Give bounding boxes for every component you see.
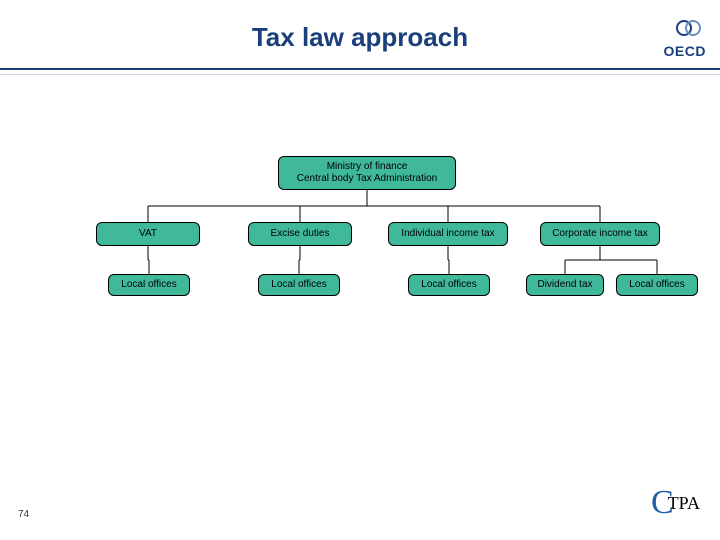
oecd-logo-icon <box>676 18 706 38</box>
org-node-vat_lo: Local offices <box>108 274 190 296</box>
org-chart-connectors <box>0 0 720 540</box>
oecd-logo-text: OECD <box>664 43 706 59</box>
org-node-vat: VAT <box>96 222 200 246</box>
org-node-excise: Excise duties <box>248 222 352 246</box>
org-node-cor_lo: Local offices <box>616 274 698 296</box>
tpa-logo-text: TPA <box>668 493 700 514</box>
title-divider-light <box>0 74 720 75</box>
org-node-exc_lo: Local offices <box>258 274 340 296</box>
org-node-ind_lo: Local offices <box>408 274 490 296</box>
page-title: Tax law approach <box>0 22 720 53</box>
tpa-logo: CTPA <box>651 484 700 522</box>
org-node-root: Ministry of finance Central body Tax Adm… <box>278 156 456 190</box>
oecd-logo: OECD <box>664 18 706 59</box>
org-node-divtax: Dividend tax <box>526 274 604 296</box>
title-divider <box>0 68 720 70</box>
page-number: 74 <box>18 509 29 520</box>
org-node-corp: Corporate income tax <box>540 222 660 246</box>
org-node-indiv: Individual income tax <box>388 222 508 246</box>
